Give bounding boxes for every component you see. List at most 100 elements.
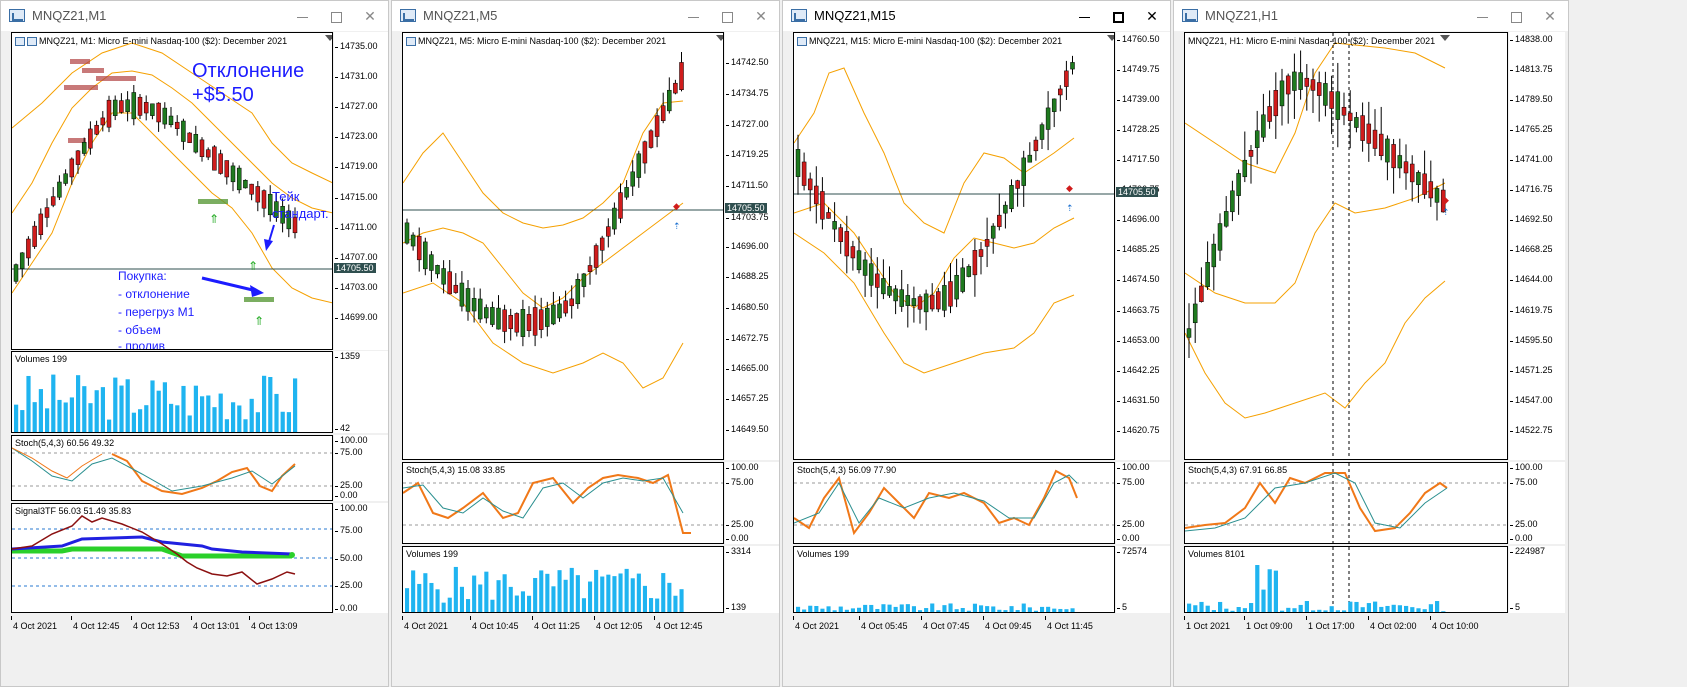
volume-bar xyxy=(881,604,886,612)
svg-text:⇡: ⇡ xyxy=(1442,207,1450,217)
volume-bar xyxy=(655,598,660,612)
candle-body xyxy=(1211,243,1217,268)
price-label: 14631.50 xyxy=(1117,395,1160,405)
volume-bar xyxy=(869,604,874,612)
candle-body xyxy=(832,221,837,230)
volume-bar xyxy=(1410,607,1415,612)
title-bar[interactable]: MNQZ21,M15 ✕ xyxy=(783,1,1170,31)
candle-body xyxy=(292,216,298,234)
maximize-button[interactable] xyxy=(1106,5,1130,27)
time-label: 4 Oct 12:45 xyxy=(654,616,703,631)
volume-bar xyxy=(991,606,996,612)
signal-pane[interactable]: Signal3TF 56.03 51.49 35.83 xyxy=(11,503,333,613)
volume-bar xyxy=(1242,608,1247,612)
volume-bar xyxy=(243,419,248,432)
volumes-pane[interactable]: Volumes 8101 xyxy=(1184,546,1508,613)
close-button[interactable]: ✕ xyxy=(358,5,382,27)
title-bar[interactable]: MNQZ21,M1 ✕ xyxy=(1,1,388,31)
title-bar[interactable]: MNQZ21,H1 ✕ xyxy=(1174,1,1568,31)
candle-body xyxy=(236,167,242,191)
chart-window-h1[interactable]: MNQZ21,H1 ✕ ◆ ⇡ MNQZ21, H1: Micro E-mini… xyxy=(1173,0,1569,687)
volume-bar xyxy=(274,393,279,432)
stochastic-pane[interactable]: Stoch(5,4,3) 67.91 66.85 xyxy=(1184,462,1508,544)
svg-text:⇡: ⇡ xyxy=(673,221,681,231)
volumes-pane[interactable]: Volumes 199 xyxy=(402,546,724,613)
price-chart-pane[interactable]: ⇑ ⇑ ⇑ MNQZ21, M1: Micro E-mini Nasdaq-10… xyxy=(11,32,333,350)
scroll-marker-icon[interactable] xyxy=(1440,35,1450,41)
volume-bar xyxy=(966,610,971,612)
candle-body xyxy=(38,213,44,235)
volume-bar xyxy=(224,419,229,432)
candle-body xyxy=(1403,161,1409,174)
minimize-button[interactable] xyxy=(1470,5,1494,27)
close-button[interactable]: ✕ xyxy=(1538,5,1562,27)
candle-body xyxy=(868,263,874,286)
price-label: 14742.50 xyxy=(726,57,769,67)
time-axis[interactable]: 1 Oct 2021 1 Oct 09:00 1 Oct 17:00 4 Oct… xyxy=(1183,613,1508,635)
volume-bar xyxy=(667,582,672,612)
stochastic-pane[interactable]: Stoch(5,4,3) 56.09 77.90 xyxy=(793,462,1115,544)
candle-body xyxy=(477,298,483,320)
volume-bar xyxy=(1360,607,1365,612)
price-axis[interactable]: 14735.00 14731.00 14727.00 14723.00 1471… xyxy=(334,32,388,350)
signal-svg xyxy=(12,515,332,587)
volume-bar xyxy=(1366,603,1371,612)
chart-window-m1[interactable]: MNQZ21,M1 ✕ xyxy=(0,0,389,687)
volume-bar xyxy=(466,599,471,612)
candle-body xyxy=(1033,139,1039,152)
candle-body xyxy=(75,150,81,165)
candle-body xyxy=(545,307,550,327)
volume-bar xyxy=(948,603,953,612)
time-label: 4 Oct 12:45 xyxy=(71,616,120,631)
stoch-axis-label: 0.00 xyxy=(335,490,358,500)
candle-body xyxy=(862,259,868,276)
price-chart-pane[interactable]: ◆ ⇡ MNQZ21, H1: Micro E-mini Nasdaq-100 … xyxy=(1184,32,1508,460)
price-chart-pane[interactable]: ◆ ⇡ MNQZ21, M15: Micro E-mini Nasdaq-100… xyxy=(793,32,1115,460)
candle-body xyxy=(1021,157,1026,186)
maximize-button[interactable] xyxy=(1504,5,1528,27)
volume-min-label: 5 xyxy=(1509,602,1521,612)
volume-bar xyxy=(1292,608,1297,612)
price-axis[interactable]: 14760.50 14749.75 14739.00 14728.25 1471… xyxy=(1116,32,1170,460)
volumes-pane[interactable]: Volumes 199 xyxy=(11,351,333,433)
maximize-button[interactable] xyxy=(324,5,348,27)
candle-body xyxy=(905,295,911,306)
time-axis[interactable]: 4 Oct 2021 4 Oct 12:45 4 Oct 12:53 4 Oct… xyxy=(10,613,333,635)
price-chart-svg: ⇑ ⇑ ⇑ xyxy=(12,42,332,328)
stochastic-pane[interactable]: Stoch(5,4,3) 15.08 33.85 xyxy=(402,462,724,544)
maximize-button[interactable] xyxy=(715,5,739,27)
price-chart-pane[interactable]: ◆ ⇡ MNQZ21, M5: Micro E-mini Nasdaq-100 … xyxy=(402,32,724,460)
price-label: 14711.50 xyxy=(726,180,768,190)
price-axis[interactable]: 14838.00 14813.75 14789.50 14765.25 1474… xyxy=(1509,32,1565,460)
volume-bar xyxy=(193,385,198,432)
maximize-icon xyxy=(1112,11,1124,23)
close-button[interactable]: ✕ xyxy=(1140,5,1164,27)
stochastic-axis: 100.00 75.00 25.00 0.00 xyxy=(1116,462,1170,544)
scroll-marker-icon[interactable] xyxy=(716,35,723,41)
chart-window-m5[interactable]: MNQZ21,M5 ✕ ◆ ⇡ MNQZ21, M5: Micro E-mini… xyxy=(391,0,780,687)
close-button[interactable]: ✕ xyxy=(749,5,773,27)
time-label: 4 Oct 13:01 xyxy=(191,616,240,631)
chart-window-m15[interactable]: MNQZ21,M15 ✕ ◆ ⇡ MNQZ21, M15: Micro E-mi… xyxy=(782,0,1171,687)
time-axis[interactable]: 4 Oct 2021 4 Oct 10:45 4 Oct 11:25 4 Oct… xyxy=(401,613,724,635)
minimize-button[interactable] xyxy=(1072,5,1096,27)
title-bar[interactable]: MNQZ21,M5 ✕ xyxy=(392,1,779,31)
price-label: 14723.00 xyxy=(335,131,378,141)
volume-bar xyxy=(125,379,130,432)
volumes-pane[interactable]: Volumes 199 xyxy=(793,546,1115,613)
candle-body xyxy=(119,100,124,113)
candle-body xyxy=(551,304,556,325)
candle-body xyxy=(807,178,813,191)
time-axis[interactable]: 4 Oct 2021 4 Oct 05:45 4 Oct 07:45 4 Oct… xyxy=(792,613,1115,635)
scroll-marker-icon[interactable] xyxy=(325,35,332,41)
minimize-button[interactable] xyxy=(681,5,705,27)
minimize-button[interactable] xyxy=(290,5,314,27)
price-axis[interactable]: 14742.50 14734.75 14727.00 14719.25 1471… xyxy=(725,32,779,460)
minimize-icon xyxy=(687,16,699,18)
candle-body xyxy=(286,210,292,230)
stoch-axis-label: 100.00 xyxy=(1510,462,1543,472)
volume-bar xyxy=(69,397,74,432)
stochastic-pane[interactable]: Stoch(5,4,3) 60.56 49.32 xyxy=(11,435,333,501)
chart-header: MNQZ21, M5: Micro E-mini Nasdaq-100 ($2)… xyxy=(406,36,666,47)
scroll-marker-icon[interactable] xyxy=(1107,35,1114,41)
